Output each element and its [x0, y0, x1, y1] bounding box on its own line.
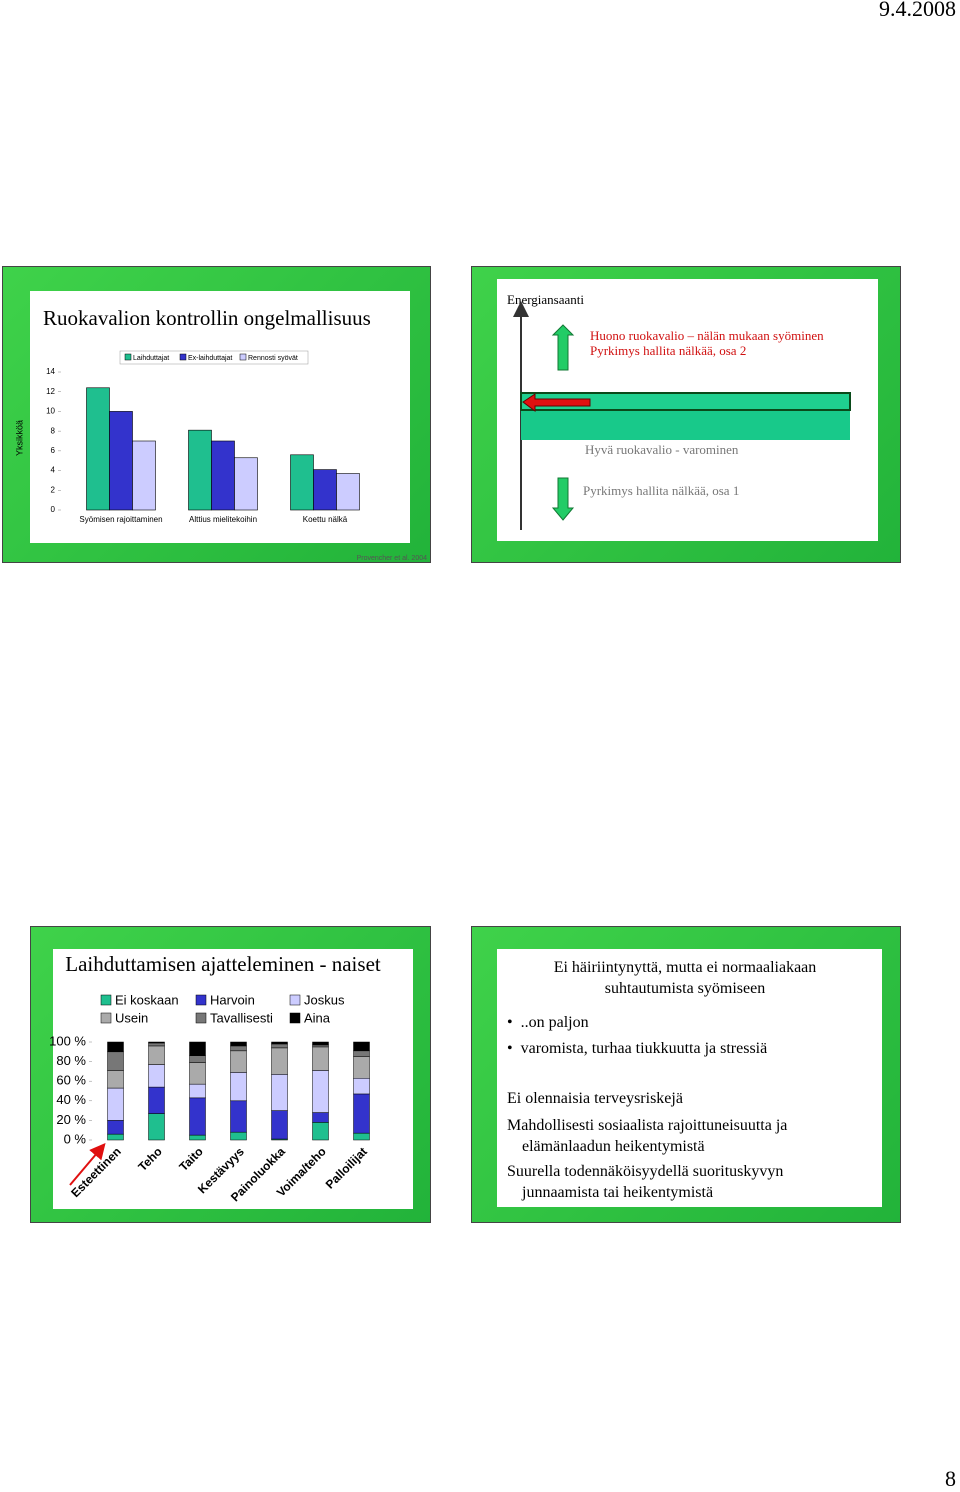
slide-body — [53, 949, 413, 1209]
paragraph: Suurella todennäköisyydellä suorituskyvy… — [507, 1163, 784, 1201]
slide-body — [497, 279, 878, 541]
bullet: • varomista, turhaa tiukkuutta ja stress… — [507, 1040, 768, 1057]
axis-label: Energiansaanti — [507, 292, 585, 307]
diagram-label: Pyrkimys hallita nälkää, osa 2 — [590, 343, 747, 358]
diagram-label: Pyrkimys hallita nälkää, osa 1 — [583, 483, 740, 498]
chart-title: Ruokavalion kontrollin ongelmallisuus — [43, 306, 371, 330]
diagram-label: Huono ruokavalio – nälän mukaan syöminen — [590, 328, 824, 343]
date: 9.4.2008 — [879, 0, 956, 21]
heading: Ei häiriintynyttä, mutta ei normaaliakaa… — [553, 959, 817, 997]
page-number: 8 — [945, 1466, 956, 1491]
bullet: • ..on paljon — [507, 1014, 589, 1031]
slide-4 — [471, 926, 901, 1223]
slide-body — [497, 949, 882, 1207]
diagram-label: Hyvä ruokavalio – nälän mukaan syöminen — [572, 393, 800, 408]
bullet-text: varomista, turhaa tiukkuutta ja stressiä — [520, 1040, 768, 1057]
chart-title: Laihduttamisen ajatteleminen - naiset — [65, 952, 381, 976]
paragraph: Ei olennaisia terveysriskejä — [507, 1090, 683, 1107]
diagram-label: Hyvä ruokavalio - varominen — [585, 442, 739, 457]
paragraph: Mahdollisesti sosiaalista rajoittuneisuu… — [507, 1117, 788, 1155]
slide-2 — [471, 266, 901, 563]
bullet-text: ..on paljon — [520, 1014, 589, 1031]
